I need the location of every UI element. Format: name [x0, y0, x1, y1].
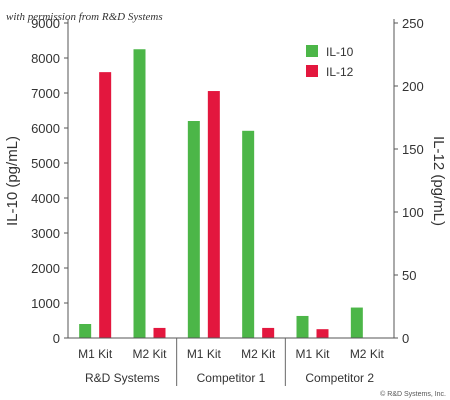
copyright-text: © R&D Systems, Inc.: [380, 390, 446, 398]
right-tick-label: 150: [402, 142, 424, 157]
left-tick-label: 3000: [31, 226, 60, 241]
legend-label: IL-12: [326, 65, 354, 79]
category-label: M2 Kit: [350, 347, 385, 361]
right-tick-label: 50: [402, 268, 416, 283]
left-tick-label: 0: [53, 331, 60, 346]
legend-swatch: [306, 45, 318, 57]
il-12-bar: [207, 91, 220, 338]
left-tick-label: 2000: [31, 261, 60, 276]
left-tick-label: 6000: [31, 121, 60, 136]
bars-group: [79, 49, 363, 338]
category-label: M2 Kit: [132, 347, 167, 361]
left-tick-label: 8000: [31, 51, 60, 66]
watermark-text: with permission from R&D Systems: [6, 11, 163, 23]
right-y-axis: 0 50 100 150 200 250: [393, 16, 424, 346]
il-10-bar: [79, 324, 92, 338]
left-tick-label: 1000: [31, 296, 60, 311]
il-10-bar: [133, 49, 146, 338]
il-10-bar: [296, 315, 309, 338]
il-12-bar: [262, 327, 275, 338]
legend-label: IL-10: [326, 45, 354, 59]
il-10-bar: [350, 307, 363, 338]
left-tick-label: 5000: [31, 156, 60, 171]
il-12-bar: [316, 329, 329, 338]
il-12-bar: [99, 72, 112, 338]
left-y-axis: 0 1000 2000 3000 4000 5000 6000 7000 8000 9000: [31, 16, 69, 346]
left-axis-title: IL-10 (pg/mL): [4, 136, 21, 226]
right-tick-label: 250: [402, 16, 424, 31]
right-tick-label: 0: [402, 331, 409, 346]
group-label: Competitor 1: [197, 371, 266, 385]
right-tick-label: 100: [402, 205, 424, 220]
legend-swatch: [306, 65, 318, 77]
group-label: R&D Systems: [85, 371, 160, 385]
legend: IL-10 IL-12: [306, 45, 354, 79]
right-tick-label: 200: [402, 79, 424, 94]
il-10-bar: [242, 130, 255, 338]
left-tick-label: 7000: [31, 86, 60, 101]
category-label: M1 Kit: [295, 347, 330, 361]
right-axis-title: IL-12 (pg/mL): [430, 136, 447, 226]
il-10-bar: [187, 121, 200, 338]
category-label: M1 Kit: [78, 347, 113, 361]
left-tick-label: 4000: [31, 191, 60, 206]
left-tick-label: 9000: [31, 16, 60, 31]
category-label: M2 Kit: [241, 347, 276, 361]
group-label: Competitor 2: [305, 371, 374, 385]
category-label: M1 Kit: [187, 347, 222, 361]
x-axis: M1 Kit M2 Kit M1 Kit M2 Kit M1 Kit M2 Kit R&D …: [68, 337, 394, 386]
il-12-bar: [153, 327, 166, 338]
